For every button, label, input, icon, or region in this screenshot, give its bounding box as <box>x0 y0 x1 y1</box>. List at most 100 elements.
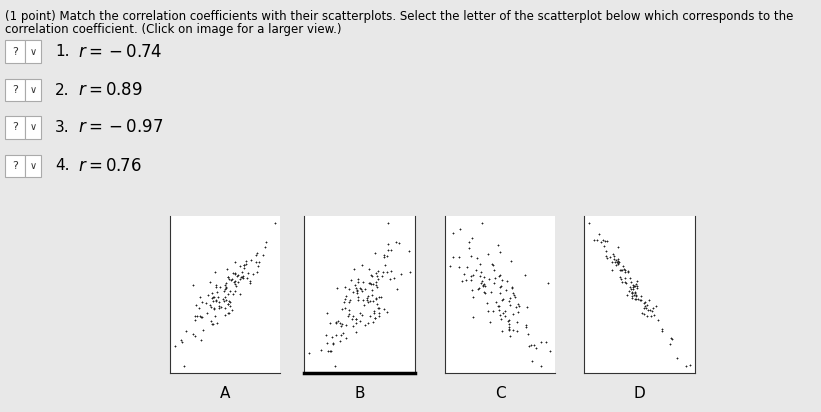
Point <box>229 259 242 266</box>
Point <box>460 276 473 283</box>
Point <box>329 331 342 338</box>
Point <box>220 284 233 291</box>
Point <box>193 312 206 319</box>
Point <box>613 267 626 273</box>
Text: ∨: ∨ <box>30 47 37 56</box>
Point <box>385 246 398 253</box>
Point <box>329 320 342 326</box>
Point <box>610 259 623 266</box>
Point <box>354 317 367 324</box>
Point <box>211 319 224 326</box>
Point <box>496 297 509 303</box>
Text: B: B <box>355 386 365 401</box>
Point <box>599 253 612 260</box>
Point <box>218 282 232 288</box>
Point <box>453 253 466 260</box>
Point <box>627 282 640 289</box>
Point <box>523 343 536 349</box>
Point <box>361 299 374 305</box>
Text: $r = -0.97$: $r = -0.97$ <box>78 118 163 136</box>
Text: 3.: 3. <box>55 120 70 135</box>
Point <box>204 303 218 310</box>
Point <box>251 262 264 269</box>
Point <box>597 243 610 250</box>
FancyBboxPatch shape <box>25 40 41 63</box>
Point <box>204 302 217 309</box>
Point <box>486 262 499 269</box>
Point <box>476 281 489 288</box>
Point <box>209 281 222 288</box>
Point <box>365 286 378 293</box>
Point <box>622 288 635 294</box>
Point <box>187 331 200 337</box>
Point <box>362 266 375 272</box>
Point <box>626 290 639 296</box>
Point <box>473 261 486 267</box>
Point <box>381 309 394 315</box>
Point <box>666 336 679 342</box>
Point <box>195 336 208 343</box>
Point <box>333 320 346 327</box>
Point <box>207 297 220 304</box>
Point <box>227 270 240 276</box>
Point <box>223 288 236 294</box>
Point <box>635 310 649 316</box>
Point <box>618 279 631 286</box>
Point <box>373 309 386 316</box>
Point <box>381 253 394 259</box>
Point <box>259 239 273 246</box>
Point <box>610 262 623 268</box>
Point <box>354 309 367 316</box>
FancyBboxPatch shape <box>25 79 41 101</box>
Point <box>346 288 360 295</box>
Point <box>500 286 513 293</box>
Point <box>326 340 339 346</box>
Point <box>355 287 369 294</box>
Point <box>235 269 248 275</box>
Point <box>683 361 696 368</box>
Point <box>168 343 181 349</box>
Point <box>222 309 236 316</box>
Point <box>212 299 225 306</box>
Point <box>369 249 382 256</box>
Point <box>626 283 639 290</box>
Point <box>360 296 374 303</box>
FancyBboxPatch shape <box>5 116 25 138</box>
Point <box>355 286 368 292</box>
Point <box>507 290 520 297</box>
Point <box>222 273 235 280</box>
Point <box>628 283 641 290</box>
Point <box>511 328 524 334</box>
Point <box>403 268 416 275</box>
Point <box>365 272 378 279</box>
Point <box>355 312 369 318</box>
Point <box>367 310 380 317</box>
Point <box>503 333 516 339</box>
Point <box>370 283 383 290</box>
Point <box>358 302 371 308</box>
Point <box>342 313 355 319</box>
Point <box>492 273 505 279</box>
Point <box>466 314 479 320</box>
Point <box>502 324 516 330</box>
Point <box>233 291 246 297</box>
Point <box>618 274 631 281</box>
Point <box>356 297 369 304</box>
Point <box>375 272 388 279</box>
Point <box>232 279 245 285</box>
Point <box>370 300 383 307</box>
Point <box>335 321 348 328</box>
Point <box>506 284 519 290</box>
Point <box>228 271 241 278</box>
Point <box>474 273 487 279</box>
Point <box>369 295 383 302</box>
Point <box>461 264 474 271</box>
Point <box>218 297 231 304</box>
Point <box>371 305 384 311</box>
Point <box>377 254 390 261</box>
Point <box>222 300 235 307</box>
Point <box>507 292 521 298</box>
Point <box>235 274 248 280</box>
Point <box>229 283 242 290</box>
Point <box>475 269 488 275</box>
